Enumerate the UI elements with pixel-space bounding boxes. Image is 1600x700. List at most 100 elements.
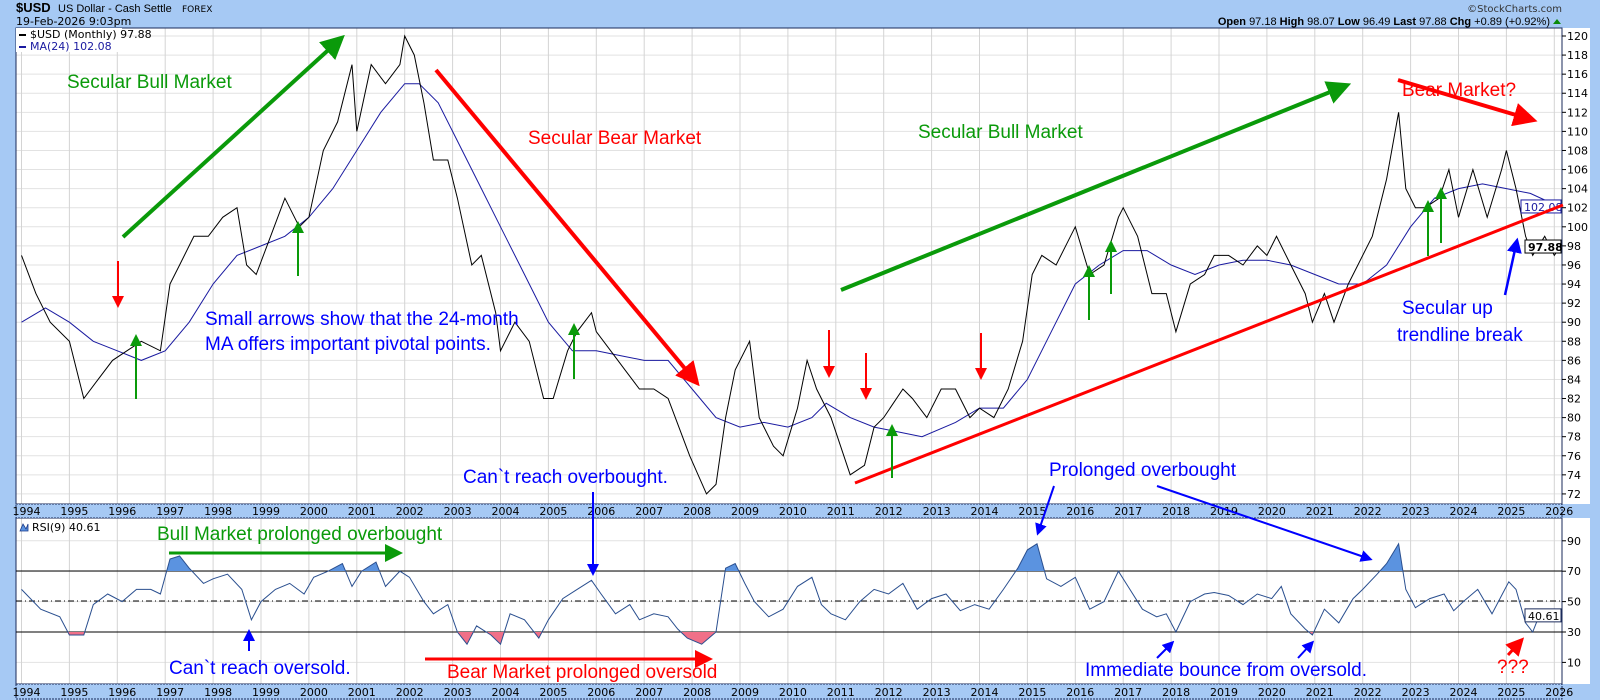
price-tick-label: 82 [1567, 393, 1581, 406]
year-tick-label: 2025 [1497, 686, 1525, 699]
year-tick-label: 2026 [1545, 505, 1573, 518]
year-tick-label: 2011 [827, 505, 855, 518]
year-tick-label: 1997 [156, 686, 184, 699]
price-panel-bg [16, 28, 1590, 504]
year-tick-label: 1995 [60, 505, 88, 518]
year-tick-label: 2012 [875, 686, 903, 699]
price-tick-label: 78 [1567, 431, 1581, 444]
year-tick-label: 2002 [396, 505, 424, 518]
price-tick-label: 118 [1567, 49, 1588, 62]
year-tick-label: 2023 [1402, 686, 1430, 699]
price-tick-label: 88 [1567, 335, 1581, 348]
year-tick-label: 2008 [683, 686, 711, 699]
ohlc-readout: Open 97.18 High 98.07 Low 96.49 Last 97.… [1218, 16, 1550, 28]
year-tick-label: 2004 [492, 505, 520, 518]
exchange: FOREX [182, 5, 212, 15]
annotation-bear-question: Bear Market? [1402, 80, 1516, 101]
instrument-name: US Dollar - Cash Settle [58, 3, 172, 15]
price-tick-label: 100 [1567, 221, 1588, 234]
year-tick-label: 2017 [1114, 505, 1142, 518]
symbol: $USD [16, 0, 51, 15]
annotation-question-marks: ??? [1497, 657, 1529, 678]
low-value: 96.49 [1363, 16, 1391, 28]
ma-tag-value: 102.08 [1524, 201, 1563, 214]
arrow-bear-1 [434, 68, 700, 387]
price-tick-label: 104 [1567, 183, 1588, 196]
open-label: Open [1218, 16, 1246, 28]
annotation-prolonged-overbought: Prolonged overbought [1049, 460, 1237, 481]
price-tick-label: 96 [1567, 259, 1581, 272]
year-tick-label: 2000 [300, 686, 328, 699]
year-tick-label: 2009 [731, 505, 759, 518]
year-tick-label: 2012 [875, 505, 903, 518]
chg-label: Chg [1450, 16, 1471, 28]
year-tick-label: 2001 [348, 686, 376, 699]
arrow-prolonged-ob-1 [1035, 485, 1055, 536]
rsi-tick-label: 30 [1567, 626, 1581, 639]
year-tick-label: 2021 [1306, 505, 1334, 518]
rsi-tick-label: 50 [1567, 596, 1581, 609]
year-tick-label: 2006 [587, 686, 615, 699]
price-tick-label: 74 [1567, 469, 1581, 482]
last-label: Last [1393, 16, 1416, 28]
year-tick-label: 2022 [1354, 505, 1382, 518]
year-tick-label: 2018 [1162, 505, 1190, 518]
arrow-bear-2 [1397, 78, 1538, 127]
year-tick-label: 2001 [348, 505, 376, 518]
rsi-tag-value: 40.61 [1528, 610, 1560, 623]
year-tick-label: 2008 [683, 505, 711, 518]
year-tick-label: 2005 [539, 505, 567, 518]
year-tick-label: 2021 [1306, 686, 1334, 699]
annotation-bull-prolonged-ob: Bull Market prolonged overbought [157, 524, 443, 545]
arrow-question [1505, 637, 1525, 657]
year-axis-top [15, 503, 1563, 519]
legend-box [16, 28, 122, 52]
year-tick-label: 2014 [971, 505, 999, 518]
high-label: High [1280, 16, 1305, 28]
year-tick-label: 2020 [1258, 505, 1286, 518]
year-tick-label: 2026 [1545, 686, 1573, 699]
annotation-cant-reach-oversold: Can`t reach oversold. [169, 658, 351, 679]
year-tick-label: 1999 [252, 686, 280, 699]
annotation-bear-prolonged-os: Bear Market prolonged oversold [447, 662, 717, 683]
year-tick-label: 2024 [1450, 686, 1478, 699]
last-tag [1524, 239, 1562, 254]
rsi-tag [1524, 608, 1562, 623]
annotation-secular-bull-2: Secular Bull Market [918, 122, 1083, 143]
annotation-break-2: trendline break [1397, 325, 1523, 346]
year-tick-label: 2016 [1066, 686, 1094, 699]
arrow-bounce-2 [1297, 640, 1315, 659]
year-tick-label: 1996 [108, 686, 136, 699]
year-tick-label: 2003 [444, 686, 472, 699]
year-tick-label: 1994 [13, 505, 41, 518]
year-tick-label: 2023 [1402, 505, 1430, 518]
price-tick-label: 114 [1567, 87, 1588, 100]
year-axis-bottom [15, 683, 1563, 700]
arrow-bull-2 [840, 81, 1352, 292]
annotation-secular-bear: Secular Bear Market [528, 128, 702, 149]
annotation-note-1: Small arrows show that the 24-month [205, 309, 519, 330]
price-tick-label: 108 [1567, 144, 1588, 157]
open-value: 97.18 [1249, 16, 1277, 28]
rsi-tick-label: 90 [1567, 535, 1581, 548]
year-tick-label: 2013 [923, 505, 951, 518]
price-axis: 72 74 76 78 80 82 84 86 88 90 92 94 96 98 100 102 104 106… [1562, 30, 1588, 501]
year-tick-label: 2019 [1210, 505, 1238, 518]
price-line [21, 34, 1561, 495]
secular-up-trendline [854, 203, 1564, 485]
high-value: 98.07 [1307, 16, 1335, 28]
arrow-trendline-break [1503, 237, 1522, 296]
up-triangle-icon [1553, 19, 1561, 24]
year-tick-label: 2007 [635, 686, 663, 699]
year-tick-label: 1998 [204, 505, 232, 518]
year-tick-label: 1999 [252, 505, 280, 518]
annotation-secular-bull-1: Secular Bull Market [67, 72, 232, 93]
annotation-immediate-bounce: Immediate bounce from oversold. [1085, 660, 1367, 681]
copyright: ©StockCharts.com [1467, 4, 1562, 15]
year-tick-label: 2000 [300, 505, 328, 518]
price-legend: $USD (Monthly) 97.88 [30, 28, 152, 41]
year-tick-label: 2020 [1258, 686, 1286, 699]
rsi-icon [19, 523, 29, 532]
price-tick-label: 90 [1567, 316, 1581, 329]
